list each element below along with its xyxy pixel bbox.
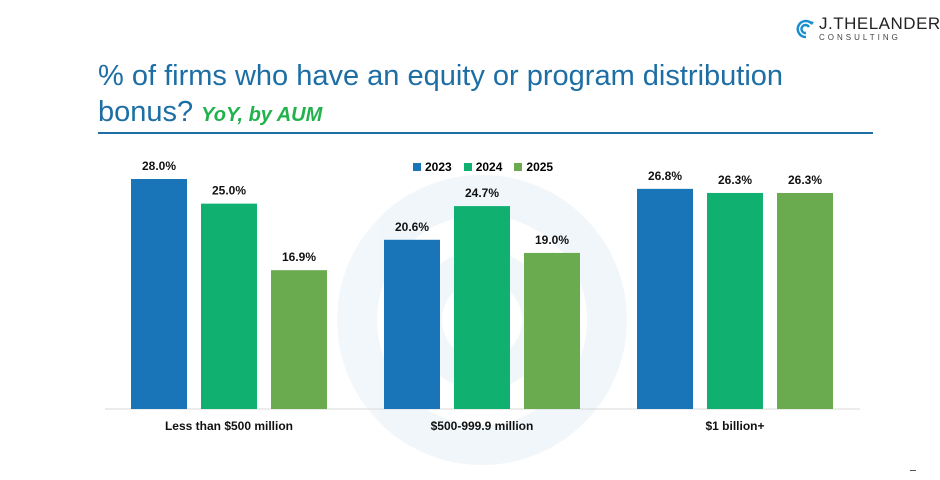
bar-2024 [454, 206, 510, 409]
category-label: $1 billion+ [705, 419, 764, 433]
legend-label: 2023 [425, 160, 452, 174]
bar-2023 [384, 239, 440, 409]
page-title: % of firms who have an equity or program… [98, 58, 878, 133]
legend: 2023 2024 2025 [413, 160, 553, 174]
value-label: 19.0% [535, 233, 569, 247]
value-label: 28.0% [142, 159, 176, 173]
value-label: 16.9% [282, 250, 316, 264]
value-label: 26.3% [718, 173, 752, 187]
logo-sub: CONSULTING [819, 33, 901, 42]
bar-2023 [131, 179, 187, 409]
bar-2025 [524, 252, 580, 409]
legend-item: 2025 [514, 160, 553, 174]
legend-swatch [413, 163, 421, 171]
logo-name: J.THELANDER [819, 14, 940, 33]
value-label: 20.6% [395, 220, 429, 234]
value-label: 24.7% [465, 186, 499, 200]
spiral-logo-icon [796, 19, 814, 38]
legend-swatch [463, 163, 472, 171]
value-label: 25.0% [212, 184, 246, 198]
legend-swatch [514, 163, 523, 171]
title-divider [98, 132, 873, 134]
legend-item: 2024 [463, 160, 503, 174]
bar-2023 [637, 188, 693, 409]
value-label: 26.8% [648, 169, 682, 183]
category-label: $500-999.9 million [431, 419, 534, 433]
bar-2024 [201, 203, 257, 409]
bar-2025 [271, 270, 327, 409]
legend-label: 2025 [526, 160, 554, 174]
value-label: 26.3% [788, 173, 822, 187]
legend-item: 2023 [413, 160, 452, 174]
subtitle: YoY, by AUM [201, 104, 323, 126]
title-text: % of firms who have an equity or program… [98, 60, 784, 128]
bar-2024 [707, 192, 763, 409]
bar-2025 [777, 192, 833, 409]
logo: J.THELANDER CONSULTING [796, 14, 940, 43]
legend-label: 2024 [475, 160, 503, 174]
page-mark [910, 470, 916, 471]
category-label: Less than $500 million [165, 419, 293, 433]
